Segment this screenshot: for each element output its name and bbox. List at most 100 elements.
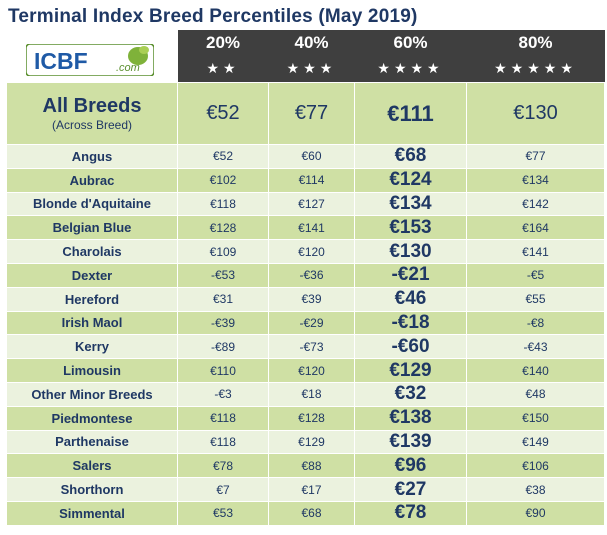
- value-60: €124: [354, 167, 467, 193]
- table-row: Other Minor Breeds -€3 €18 €32 €48: [6, 381, 605, 407]
- all-breeds-row: All Breeds (Across Breed) €52 €77 €111 €…: [6, 82, 605, 145]
- value-60: €138: [354, 405, 467, 431]
- header-60: 60%: [354, 30, 467, 55]
- header-80: 80%: [466, 30, 605, 55]
- value-80: €106: [466, 453, 605, 479]
- value-80: €149: [466, 429, 605, 455]
- table-row: Kerry -€89 -€73 -€60 -€43: [6, 334, 605, 360]
- breed-name: Shorthorn: [6, 477, 178, 502]
- table-row: Charolais €109 €120 €130 €141: [6, 239, 605, 264]
- breed-name: Irish Maol: [6, 310, 178, 336]
- all-breeds-40: €77: [268, 82, 355, 145]
- value-40: €88: [268, 453, 355, 479]
- value-60: €32: [354, 381, 467, 407]
- breed-name: Angus: [6, 144, 178, 169]
- table-row: Piedmontese €118 €128 €138 €150: [6, 405, 605, 431]
- all-breeds-subtitle: (Across Breed): [51, 118, 133, 132]
- table-row: Dexter -€53 -€36 -€21 -€5: [6, 262, 605, 288]
- value-40: €141: [268, 215, 355, 241]
- value-40: -€29: [268, 310, 355, 336]
- icbf-logo: ICBF .com: [26, 44, 154, 76]
- header-40: 40%: [268, 30, 355, 55]
- table-row: Limousin €110 €120 €129 €140: [6, 358, 605, 383]
- value-80: -€5: [466, 262, 605, 288]
- value-20: €118: [177, 429, 269, 455]
- breed-name: Limousin: [6, 358, 178, 383]
- value-60: €78: [354, 500, 467, 526]
- stars-40: ★★★: [268, 55, 355, 83]
- table-row: Angus €52 €60 €68 €77: [6, 144, 605, 169]
- value-20: €128: [177, 215, 269, 241]
- value-40: €129: [268, 429, 355, 455]
- value-80: €134: [466, 167, 605, 193]
- value-20: -€39: [177, 310, 269, 336]
- stars-80: ★★★★★: [466, 55, 605, 83]
- breed-name: Blonde d'Aquitaine: [6, 191, 178, 217]
- value-60: €96: [354, 453, 467, 479]
- value-40: €39: [268, 286, 355, 312]
- value-60: €153: [354, 215, 467, 241]
- value-80: €77: [466, 144, 605, 169]
- value-60: €134: [354, 191, 467, 217]
- breed-name: Piedmontese: [6, 405, 178, 431]
- breed-name: Hereford: [6, 286, 178, 312]
- value-20: -€89: [177, 334, 269, 360]
- percentile-table: 20% 40% 60% 80% ★★ ★★★ ★★★★ ★★★★★ All Br…: [6, 30, 605, 526]
- logo-subtext: .com: [116, 62, 140, 74]
- value-20: €31: [177, 286, 269, 312]
- value-40: €127: [268, 191, 355, 217]
- value-60: €27: [354, 477, 467, 502]
- breed-name: Salers: [6, 453, 178, 479]
- table-row: Belgian Blue €128 €141 €153 €164: [6, 215, 605, 241]
- value-40: €114: [268, 167, 355, 193]
- stars-60: ★★★★: [354, 55, 467, 83]
- value-60: €46: [354, 286, 467, 312]
- value-80: -€8: [466, 310, 605, 336]
- value-20: €118: [177, 405, 269, 431]
- breed-name: Parthenaise: [6, 429, 178, 455]
- value-80: €164: [466, 215, 605, 241]
- table-row: Hereford €31 €39 €46 €55: [6, 286, 605, 312]
- value-20: €7: [177, 477, 269, 502]
- table-row: Irish Maol -€39 -€29 -€18 -€8: [6, 310, 605, 336]
- value-80: €90: [466, 500, 605, 526]
- breed-name: Charolais: [6, 239, 178, 264]
- logo-text: ICBF: [34, 48, 88, 74]
- value-40: €18: [268, 381, 355, 407]
- value-80: €140: [466, 358, 605, 383]
- value-20: €53: [177, 500, 269, 526]
- value-20: €102: [177, 167, 269, 193]
- all-breeds-20: €52: [177, 82, 269, 145]
- value-40: -€73: [268, 334, 355, 360]
- value-60: €130: [354, 239, 467, 264]
- value-40: €120: [268, 239, 355, 264]
- breed-name: Belgian Blue: [6, 215, 178, 241]
- all-breeds-80: €130: [466, 82, 605, 145]
- all-breeds-label: All Breeds (Across Breed): [6, 82, 178, 145]
- header-20: 20%: [177, 30, 269, 55]
- value-20: €78: [177, 453, 269, 479]
- value-80: €55: [466, 286, 605, 312]
- value-20: -€53: [177, 262, 269, 288]
- value-60: -€18: [354, 310, 467, 336]
- value-60: -€60: [354, 334, 467, 360]
- value-80: €141: [466, 239, 605, 264]
- table-row: Simmental €53 €68 €78 €90: [6, 500, 605, 526]
- value-80: €48: [466, 381, 605, 407]
- value-20: -€3: [177, 381, 269, 407]
- breed-name: Other Minor Breeds: [6, 381, 178, 407]
- value-20: €109: [177, 239, 269, 264]
- breed-name: Aubrac: [6, 167, 178, 193]
- value-60: -€21: [354, 262, 467, 288]
- value-80: €142: [466, 191, 605, 217]
- table-row: Salers €78 €88 €96 €106: [6, 453, 605, 479]
- page-title: Terminal Index Breed Percentiles (May 20…: [8, 6, 418, 27]
- value-40: €128: [268, 405, 355, 431]
- value-20: €110: [177, 358, 269, 383]
- value-60: €129: [354, 358, 467, 383]
- value-60: €139: [354, 429, 467, 455]
- value-80: -€43: [466, 334, 605, 360]
- breed-name: Simmental: [6, 500, 178, 526]
- table-row: Aubrac €102 €114 €124 €134: [6, 167, 605, 193]
- breed-name: Dexter: [6, 262, 178, 288]
